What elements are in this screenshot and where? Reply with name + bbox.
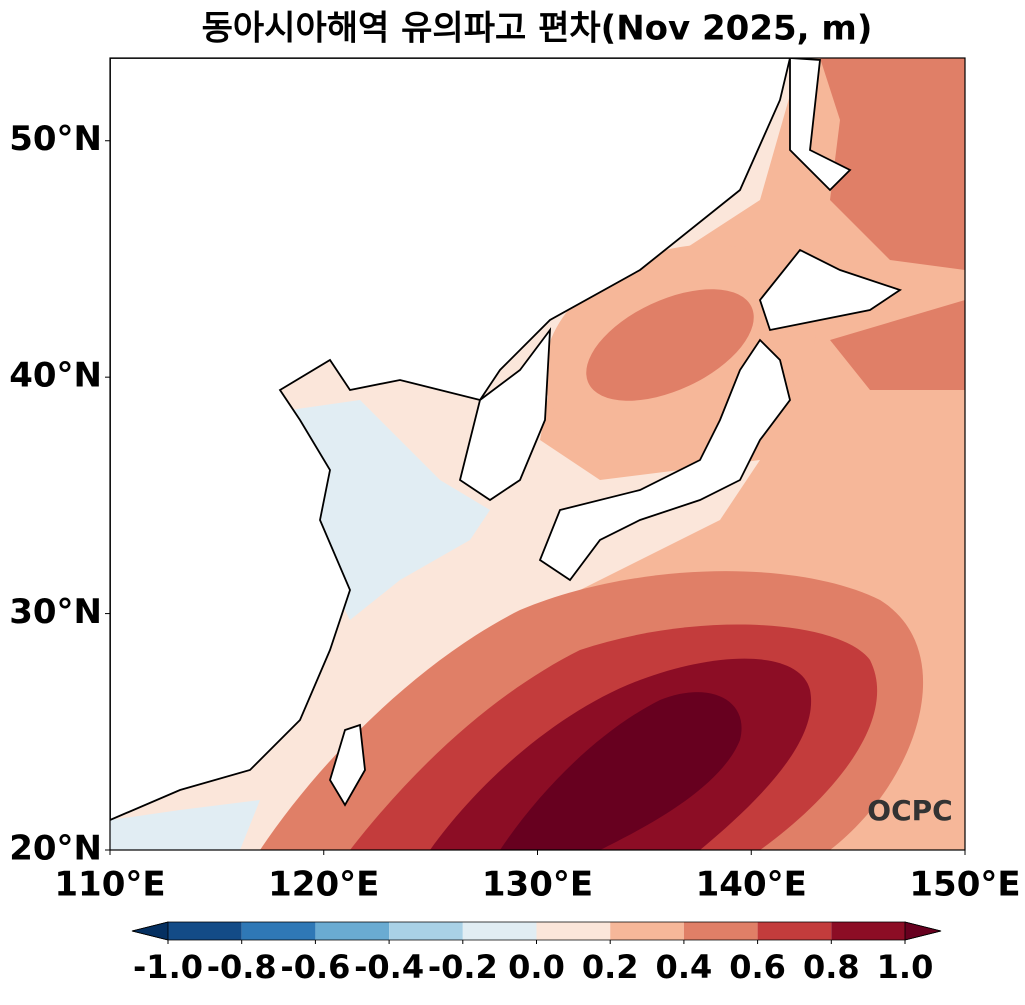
x-tick-label: 110°E	[54, 865, 165, 905]
colorbar-tick-label: 0.4	[656, 948, 713, 986]
colorbar-tick-label: 0.2	[582, 948, 639, 986]
colorbar-tick-label: -0.6	[280, 948, 350, 986]
colorbar-tick-label: 0.8	[803, 948, 860, 986]
y-tick-label: 20°N	[9, 829, 102, 869]
colorbar-extend	[904, 921, 942, 941]
colorbar-tick-label: -0.4	[354, 948, 424, 986]
x-tick-label: 150°E	[909, 865, 1020, 905]
colorbar-bin	[462, 922, 537, 940]
land	[110, 58, 903, 821]
colorbar-tick-label: 0.0	[508, 948, 565, 986]
x-tick-label: 120°E	[268, 865, 379, 905]
colorbar-bin	[389, 922, 463, 940]
colorbar-tick-label: 1.0	[877, 948, 934, 986]
colorbar-bin	[683, 922, 758, 940]
colorbar-tick-label: -0.2	[428, 948, 498, 986]
sea-anomaly	[500, 692, 742, 850]
sea-anomaly	[110, 800, 260, 850]
y-tick-label: 30°N	[9, 592, 102, 632]
colorbar-tick-label: -1.0	[133, 948, 203, 986]
logo: OCPC	[867, 794, 952, 827]
colorbar-bin	[757, 922, 832, 940]
colorbar-bin	[610, 922, 684, 940]
land-continent	[110, 58, 791, 821]
colorbar-extend	[131, 921, 169, 941]
land-taiwan	[329, 723, 366, 807]
colorbar-bin	[315, 922, 390, 940]
x-tick-label: 140°E	[696, 865, 807, 905]
sea-anomaly	[586, 289, 754, 401]
colorbar-bin	[536, 922, 611, 940]
y-tick-label: 40°N	[9, 356, 102, 396]
land-hokkaido	[758, 248, 903, 332]
land-sakhalin	[789, 58, 852, 192]
colorbar-bin	[831, 922, 905, 940]
sea-anomaly	[830, 300, 965, 390]
colorbar-bin	[168, 922, 242, 940]
colorbar-tick-label: -0.8	[207, 948, 277, 986]
colorbar-tick-label: 0.6	[729, 948, 786, 986]
y-tick-label: 50°N	[9, 119, 102, 159]
sea-anomaly	[820, 58, 965, 270]
map-field	[110, 58, 965, 850]
land-korea	[458, 327, 552, 502]
x-tick-label: 130°E	[482, 865, 593, 905]
colorbar-bin	[241, 922, 316, 940]
map-title: 동아시아해역 유의파고 편차(Nov 2025, m)	[202, 9, 873, 49]
land-japan	[538, 338, 791, 582]
